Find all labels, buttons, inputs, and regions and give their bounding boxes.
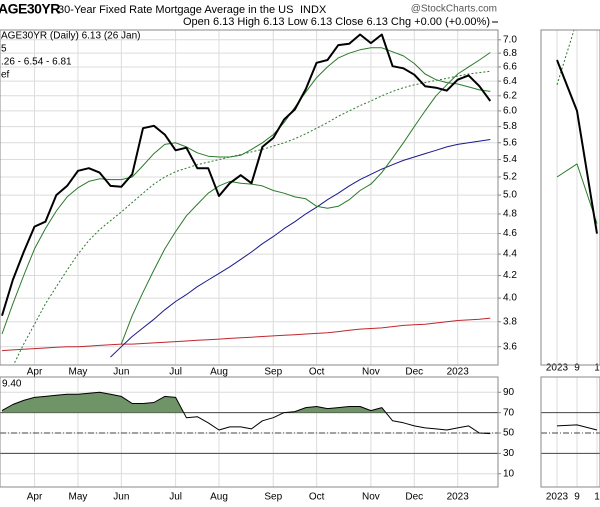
y-tick-label: 6.0	[503, 106, 517, 117]
title-bg	[1, 378, 27, 389]
y-tick-label: 10	[503, 468, 515, 479]
plot-area	[0, 30, 498, 365]
y-tick-label: 70	[503, 407, 515, 418]
x-tick-label: 2023	[447, 492, 470, 503]
y-tick-label: 4.4	[503, 249, 517, 260]
x-tick-label: Jun	[113, 367, 129, 378]
y-tick-label: 5.8	[503, 121, 517, 132]
series-line	[556, 59, 598, 234]
x-tick-label: Apr	[27, 492, 43, 503]
x-tick-label: 2023	[546, 492, 569, 503]
y-tick-label: 7.0	[503, 34, 517, 45]
x-tick-label: 9	[574, 492, 580, 503]
x-tick-label: Oct	[309, 492, 325, 503]
x-tick-label: Sep	[264, 492, 282, 503]
x-tick-label: Jun	[113, 492, 129, 503]
x-tick-label: 2023	[447, 367, 470, 378]
plot-area	[0, 377, 498, 487]
fill-group	[2, 392, 491, 413]
plot-area	[541, 377, 600, 487]
series-line	[120, 52, 491, 345]
legend-entry: AGE30YR (Daily) 6.13 (26 Jan)	[1, 31, 141, 42]
panel-frame	[0, 29, 499, 366]
x-tick-label: Dec	[405, 492, 423, 503]
y-tick-label: 6.4	[503, 76, 517, 87]
x-tick-label: 1	[594, 363, 600, 374]
y-tick-label: 4.8	[503, 209, 517, 220]
legend-entry: .26 - 6.54 - 6.81	[1, 57, 72, 68]
y-tick-label: 4.6	[503, 228, 517, 239]
indicator-title: 9.40	[2, 379, 22, 390]
panel-frame	[540, 376, 600, 488]
legend-entry: 5	[1, 44, 7, 55]
exchange: INDX	[300, 4, 327, 16]
x-tick-label: 9	[574, 363, 580, 374]
y-tick-label: 90	[503, 387, 515, 398]
area-fill	[2, 392, 491, 413]
x-tick-label: May	[68, 492, 87, 503]
legend-entry: ef	[1, 70, 10, 81]
x-tick-label: Sep	[264, 367, 282, 378]
y-tick-label: 6.2	[503, 90, 517, 101]
chart-title: 30-Year Fixed Rate Mortgage Average in t…	[58, 4, 293, 16]
y-tick-label: 6.6	[503, 62, 517, 73]
y-tick-label: 50	[503, 428, 515, 439]
series-line	[1, 47, 491, 335]
plot-area	[556, 30, 598, 365]
x-tick-label: Apr	[27, 367, 43, 378]
x-tick-label: Nov	[362, 367, 380, 378]
y-tick-label: 4.2	[503, 270, 517, 281]
series-line	[110, 139, 491, 358]
watermark: @StockCharts.com	[411, 4, 497, 15]
y-tick-label: 3.8	[503, 316, 517, 327]
series-line	[1, 317, 491, 352]
x-tick-label: Jul	[169, 367, 182, 378]
x-tick-label: Nov	[362, 492, 380, 503]
y-tick-label: 5.0	[503, 190, 517, 201]
symbol: AGE30YR	[0, 1, 60, 17]
series-line	[1, 391, 491, 435]
y-tick-label: 3.6	[503, 341, 517, 352]
panel-frame	[540, 29, 600, 366]
ohlc: Open 6.13 High 6.13 Low 6.13 Close 6.13 …	[183, 16, 490, 28]
x-tick-label: Aug	[210, 367, 228, 378]
y-tick-label: 5.2	[503, 172, 517, 183]
x-tick-label: Aug	[210, 492, 228, 503]
y-tick-label: 6.8	[503, 48, 517, 59]
x-tick-label: Dec	[405, 367, 423, 378]
x-tick-label: Oct	[309, 367, 325, 378]
series-line	[1, 33, 492, 316]
y-tick-label: 30	[503, 448, 515, 459]
series-line	[556, 163, 598, 224]
y-tick-label: 5.4	[503, 154, 517, 165]
x-tick-label: 2023	[546, 363, 569, 374]
y-tick-label: 4.0	[503, 293, 517, 304]
panel-frame	[0, 376, 499, 488]
x-tick-label: 1	[594, 492, 600, 503]
y-tick-label: 5.6	[503, 137, 517, 148]
x-tick-label: May	[68, 367, 87, 378]
series-line	[556, 424, 598, 431]
x-tick-label: Jul	[169, 492, 182, 503]
series-line	[12, 70, 491, 365]
